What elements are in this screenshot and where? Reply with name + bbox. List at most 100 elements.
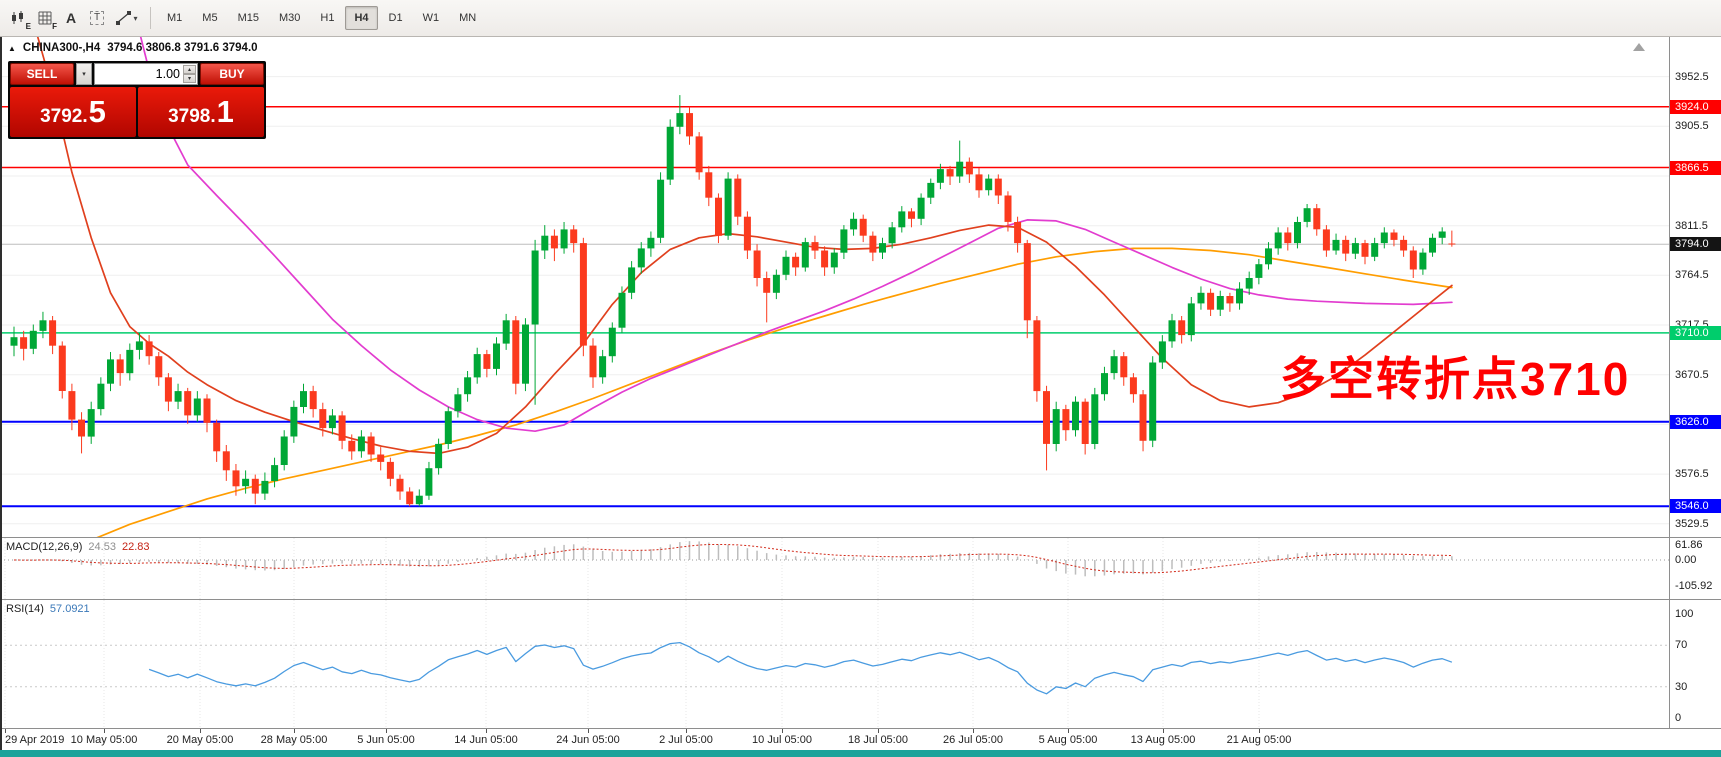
shapes-dropdown-icon[interactable]: ▾ xyxy=(110,6,144,31)
macd-axis-label: 0.00 xyxy=(1675,554,1697,566)
time-tick xyxy=(294,729,295,733)
time-label: 5 Aug 05:00 xyxy=(1038,734,1098,746)
candlestick-chart[interactable] xyxy=(0,37,1669,538)
time-tick xyxy=(1068,729,1069,733)
one-click-trade-panel: SELL ▾ ▴ ▾ BUY 3792. 5 3798. xyxy=(8,61,266,139)
bid-price-display[interactable]: 3792. 5 xyxy=(10,87,136,137)
macd-label: MACD(12,26,9) 24.53 22.83 xyxy=(6,541,149,553)
trendline-glyph xyxy=(116,11,132,25)
symbol-info: ▲ CHINA300-,H4 3794.6 3806.8 3791.6 3794… xyxy=(8,42,258,54)
time-label: 26 Jul 05:00 xyxy=(943,734,1003,746)
top-toolbar: E F A T ▾ M1 M5 M15 M30 H1 H4 D1 xyxy=(0,0,1721,37)
buy-button[interactable]: BUY xyxy=(200,63,264,85)
time-label: 10 May 05:00 xyxy=(70,734,138,746)
chart-shift-marker[interactable] xyxy=(1633,43,1645,51)
grid-icon[interactable]: F xyxy=(32,6,58,31)
time-tick xyxy=(878,729,879,733)
price-axis[interactable]: 3952.5 3905.5 3811.5 3764.5 3717.5 3670.5 3576… xyxy=(1669,37,1721,728)
price-level-label: 3924.0 xyxy=(1670,100,1721,114)
price-tick-label: 3811.5 xyxy=(1675,220,1708,232)
rsi-chart[interactable] xyxy=(0,600,1669,728)
price-level-label: 3794.0 xyxy=(1670,237,1721,251)
badge-e: E xyxy=(25,21,31,31)
time-tick xyxy=(1163,729,1164,733)
badge-f: F xyxy=(52,21,57,31)
time-tick xyxy=(782,729,783,733)
price-tick-label: 3529.5 xyxy=(1675,518,1709,530)
time-label: 10 Jul 05:00 xyxy=(752,734,812,746)
bottom-strip xyxy=(0,750,1721,757)
time-label: 14 Jun 05:00 xyxy=(454,734,518,746)
step-up-icon[interactable]: ▴ xyxy=(183,65,196,74)
rsi-axis-label: 30 xyxy=(1675,681,1688,693)
rsi-panel[interactable]: RSI(14) 57.0921 xyxy=(0,600,1669,728)
step-down-icon[interactable]: ▾ xyxy=(183,74,196,83)
time-label: 13 Aug 05:00 xyxy=(1130,734,1196,746)
macd-panel[interactable]: MACD(12,26,9) 24.53 22.83 xyxy=(0,538,1669,599)
price-chart-area[interactable]: ▲ CHINA300-,H4 3794.6 3806.8 3791.6 3794… xyxy=(0,37,1669,538)
time-label: 18 Jul 05:00 xyxy=(848,734,908,746)
tf-button-m5[interactable]: M5 xyxy=(202,12,218,24)
time-label: 24 Jun 05:00 xyxy=(556,734,620,746)
sell-button[interactable]: SELL xyxy=(10,63,74,85)
rsi-divider xyxy=(0,599,1721,600)
tf-button-h4[interactable]: H4 xyxy=(345,6,378,30)
time-tick xyxy=(5,729,6,733)
tf-button-w1[interactable]: W1 xyxy=(422,12,440,24)
chart-text-annotation: 多空转折点3710 xyxy=(1280,353,1631,405)
tf-button-d1[interactable]: D1 xyxy=(388,12,403,24)
rsi-axis-label: 100 xyxy=(1675,608,1694,620)
time-label: 28 May 05:00 xyxy=(260,734,328,746)
rsi-label: RSI(14) 57.0921 xyxy=(6,603,90,615)
time-tick xyxy=(104,729,105,733)
rsi-value: 57.0921 xyxy=(49,603,90,615)
macd-title: MACD(12,26,9) xyxy=(6,541,83,553)
time-label: 29 Apr 2019 xyxy=(5,734,65,746)
tf-button-m30[interactable]: M30 xyxy=(278,12,301,24)
macd-axis-label: -105.92 xyxy=(1675,580,1713,592)
ask-price-display[interactable]: 3798. 1 xyxy=(138,87,264,137)
volume-input[interactable] xyxy=(95,64,197,84)
volume-field-wrap: ▴ ▾ xyxy=(94,63,198,85)
time-label: 20 May 05:00 xyxy=(166,734,234,746)
ask-base: 3798. xyxy=(168,106,216,127)
price-level-label: 3866.5 xyxy=(1670,161,1721,175)
time-axis[interactable]: 29 Apr 2019 10 May 05:00 20 May 05:00 28 Ma… xyxy=(0,728,1721,750)
tf-button-m1[interactable]: M1 xyxy=(167,12,183,24)
text-frame-icon[interactable]: T xyxy=(84,6,110,31)
macd-axis-label: 61.86 xyxy=(1675,539,1703,551)
time-tick xyxy=(200,729,201,733)
volume-dropdown-icon[interactable]: ▾ xyxy=(76,63,92,85)
price-tick-label: 3670.5 xyxy=(1675,369,1709,381)
tf-button-m15[interactable]: M15 xyxy=(237,12,259,24)
macd-chart[interactable] xyxy=(0,538,1669,599)
symbol-ohlc: 3794.6 3806.8 3791.6 3794.0 xyxy=(107,42,258,54)
time-tick xyxy=(386,729,387,733)
price-level-label: 3546.0 xyxy=(1670,499,1721,513)
chart-objects-icon[interactable]: E xyxy=(6,6,32,31)
time-tick xyxy=(686,729,687,733)
symbol-collapse-icon[interactable]: ▲ xyxy=(8,43,16,53)
time-label: 21 Aug 05:00 xyxy=(1226,734,1292,746)
price-tick-label: 3576.5 xyxy=(1675,468,1709,480)
text-label-icon[interactable]: A xyxy=(65,10,77,26)
time-tick xyxy=(973,729,974,733)
toolbar-separator xyxy=(150,7,151,29)
chevron-down-icon: ▾ xyxy=(133,13,138,23)
candles-glyph xyxy=(12,10,23,24)
symbol-title: CHINA300-,H4 xyxy=(22,42,101,54)
window-left-border xyxy=(0,37,2,750)
macd-main-value: 24.53 xyxy=(88,541,116,553)
time-tick xyxy=(588,729,589,733)
bid-base: 3792. xyxy=(40,106,88,127)
volume-stepper: ▴ ▾ xyxy=(183,65,196,83)
tf-button-h1[interactable]: H1 xyxy=(320,12,335,24)
price-tick-label: 3764.5 xyxy=(1675,269,1709,281)
time-label: 2 Jul 05:00 xyxy=(659,734,713,746)
time-tick xyxy=(486,729,487,733)
rsi-axis-label: 70 xyxy=(1675,639,1688,651)
ask-big-digit: 1 xyxy=(216,94,234,129)
tf-button-mn[interactable]: MN xyxy=(459,12,477,24)
price-tick-label: 3952.5 xyxy=(1675,71,1709,83)
